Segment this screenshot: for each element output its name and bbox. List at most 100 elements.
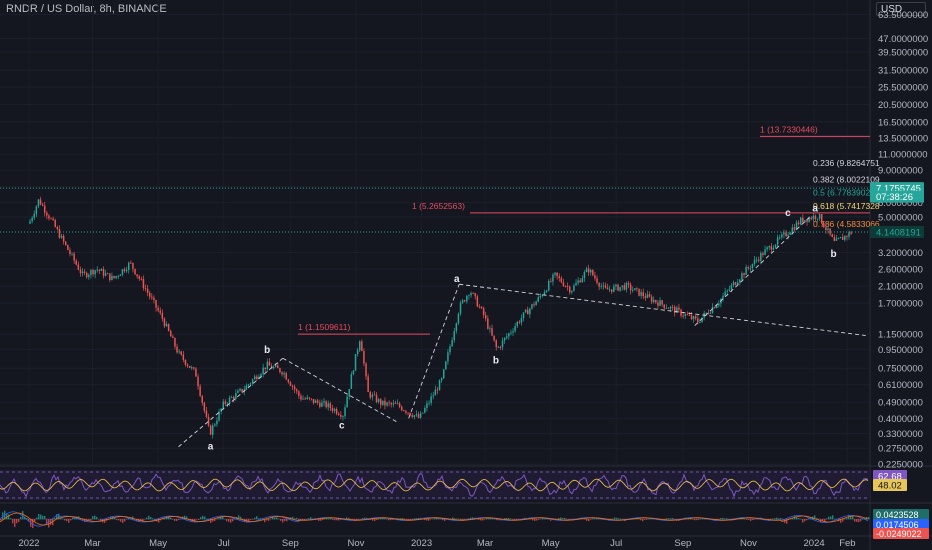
candle-body (766, 247, 768, 250)
candle-body (535, 301, 537, 306)
macd-bar (830, 516, 832, 520)
candle-body (676, 307, 678, 313)
macd-bar (744, 518, 746, 520)
candle-body (466, 295, 468, 302)
macd-bar (64, 519, 66, 521)
candle-body (449, 346, 451, 353)
candle-body (787, 234, 789, 237)
macd-bar (280, 519, 282, 521)
macd-tag-label: 0.0423528 (876, 510, 919, 520)
macd-bar (822, 519, 824, 522)
candle-body (634, 288, 636, 291)
candle-body (705, 312, 707, 314)
macd-tag-label: -0.0249022 (876, 529, 922, 539)
macd-bar (690, 518, 692, 520)
candle-body (127, 262, 130, 270)
candle-body (436, 389, 439, 391)
macd-bar (724, 518, 726, 520)
price-tag-label: 7.1755745 (876, 184, 921, 195)
candle-body (665, 308, 668, 309)
candle-body (58, 229, 61, 238)
candle-body (54, 220, 56, 227)
macd-bar (454, 518, 456, 520)
macd-bar (772, 518, 774, 520)
macd-bar (590, 519, 592, 520)
candle-body (623, 285, 626, 290)
candle-body (157, 307, 159, 311)
candle-body (755, 259, 758, 261)
candle-body (281, 372, 283, 375)
macd-bar (120, 519, 122, 522)
candle-body (459, 302, 462, 314)
candle-body (319, 402, 321, 407)
macd-bar (586, 519, 588, 521)
macd-bar (150, 517, 152, 520)
macd-bar (334, 519, 336, 521)
candle-body (545, 290, 548, 292)
candle-body (209, 425, 212, 435)
candle-body (256, 376, 258, 379)
wave-label: c (785, 208, 791, 219)
macd-bar (116, 519, 118, 520)
candle-body (562, 282, 565, 287)
macd-bar (512, 519, 514, 520)
macd-bar (28, 519, 30, 522)
currency-selector[interactable]: USD (876, 2, 926, 16)
candle-body (600, 286, 602, 287)
fib-label: 0.382 (8.0022109 (813, 174, 880, 184)
candle-body (216, 420, 218, 425)
macd-bar (136, 519, 138, 522)
candle-body (260, 373, 262, 377)
candle-body (214, 424, 216, 426)
candle-body (438, 380, 441, 391)
candle-body (579, 280, 581, 283)
candle-body (340, 414, 342, 417)
candle-body (659, 300, 661, 306)
candle-body (789, 232, 791, 235)
candle-body (680, 309, 682, 316)
candle-body (79, 269, 82, 274)
candle-body (802, 217, 804, 223)
candle-body (81, 271, 84, 274)
candle-body (205, 410, 208, 417)
macd-bar (152, 518, 154, 520)
macd-bar (776, 517, 778, 520)
macd-bar (40, 514, 42, 520)
candle-body (174, 337, 176, 347)
macd-bar (186, 516, 188, 520)
macd-bar (12, 519, 14, 524)
candle-body (808, 217, 810, 222)
macd-bar (778, 518, 780, 520)
candle-body (232, 397, 235, 399)
candle-body (442, 369, 445, 379)
x-tick-label: May (149, 538, 167, 549)
candle-body (310, 398, 313, 400)
macd-bar (694, 519, 696, 521)
macd-bar (264, 519, 266, 523)
macd-bar (640, 519, 642, 521)
candle-body (461, 300, 464, 303)
macd-bar (62, 518, 64, 520)
candle-body (564, 286, 567, 287)
candle-body (151, 296, 153, 298)
macd-bar (346, 517, 348, 520)
macd-tag (873, 509, 929, 520)
wave-label: b (493, 355, 499, 366)
candle-body (684, 314, 686, 316)
macd-bar (256, 516, 258, 520)
macd-bar (492, 518, 494, 520)
candle-body (776, 237, 779, 245)
candle-body (552, 274, 554, 282)
candle-body (264, 367, 266, 370)
candle-body (518, 321, 521, 323)
macd-bar (620, 518, 622, 520)
wave-label: b (264, 345, 270, 356)
macd-bar (8, 514, 10, 520)
candle-body (283, 373, 285, 375)
macd-bar (802, 519, 804, 523)
macd-bar (204, 516, 206, 520)
